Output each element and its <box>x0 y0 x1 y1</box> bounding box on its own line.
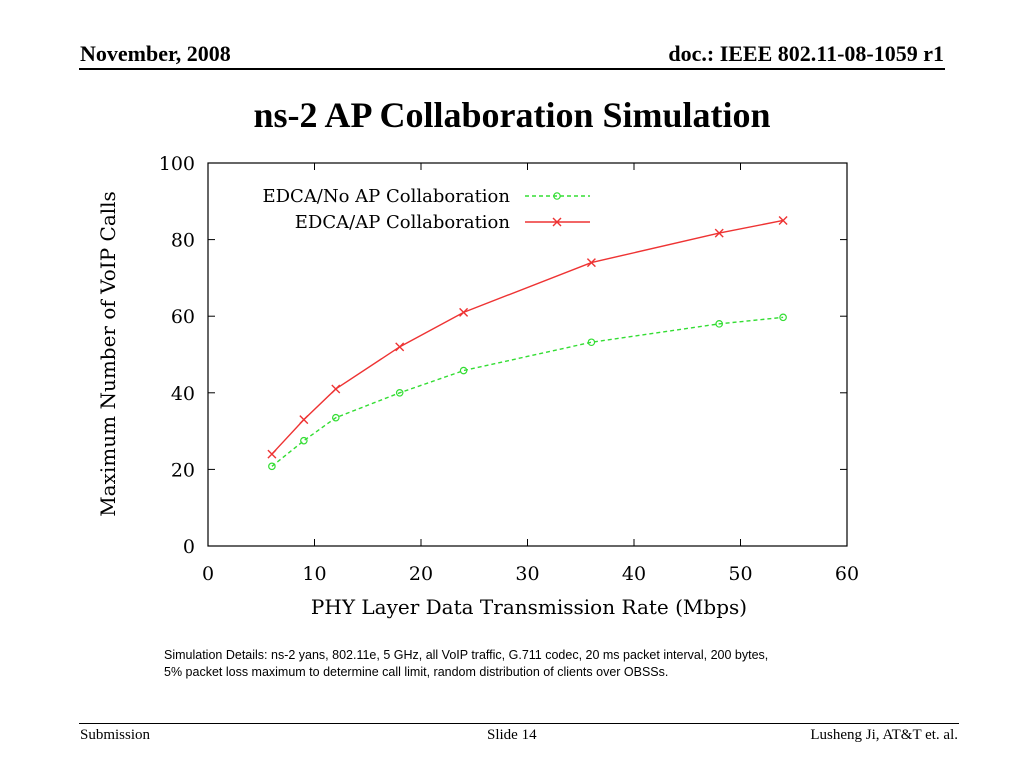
data-point-ap-collaboration <box>395 342 405 352</box>
data-point-ap-collaboration <box>459 307 469 317</box>
slide-title: ns-2 AP Collaboration Simulation <box>253 95 771 135</box>
x-tick-label: 0 <box>202 563 214 585</box>
series-layer <box>267 215 788 471</box>
data-point-no-ap-collaboration <box>268 462 276 471</box>
footer-author: Lusheng Ji, AT&T et. al. <box>810 727 958 743</box>
y-tick-label: 40 <box>171 383 195 405</box>
data-point-ap-collaboration <box>267 449 277 459</box>
series-ap-collaboration <box>267 215 788 459</box>
data-point-no-ap-collaboration <box>300 436 308 445</box>
legend-marker-no-ap-collaboration <box>553 192 561 200</box>
header-date: November, 2008 <box>80 41 231 66</box>
data-point-ap-collaboration <box>714 228 724 238</box>
x-tick-label: 30 <box>515 563 539 585</box>
x-tick-label: 10 <box>302 563 326 585</box>
simulation-caption: Simulation Details: ns-2 yans, 802.11e, … <box>164 647 884 681</box>
header-doc-id: doc.: IEEE 802.11-08-1059 r1 <box>668 41 944 66</box>
x-tick-label: 60 <box>835 563 859 585</box>
x-axis-label: PHY Layer Data Transmission Rate (Mbps) <box>311 595 747 619</box>
header-divider <box>79 68 945 70</box>
y-tick-label: 0 <box>183 536 195 558</box>
footer-submission: Submission <box>80 727 151 743</box>
axis-ticks: 0 10 20 30 40 50 60 0 20 40 60 80 100 <box>159 153 859 585</box>
data-point-ap-collaboration <box>331 384 341 394</box>
data-point-no-ap-collaboration <box>331 413 340 422</box>
data-point-ap-collaboration <box>586 258 596 268</box>
caption-line-1: Simulation Details: ns-2 yans, 802.11e, … <box>164 648 769 662</box>
legend-marker-ap-collaboration <box>552 217 562 227</box>
y-tick-label: 80 <box>171 230 195 252</box>
data-point-no-ap-collaboration <box>779 313 787 322</box>
footer-divider <box>79 723 959 724</box>
y-tick-label: 100 <box>159 153 195 175</box>
data-point-no-ap-collaboration <box>715 320 724 328</box>
legend: EDCA/No AP Collaboration EDCA/AP Collabor… <box>262 186 590 233</box>
legend-label-ap-collaboration: EDCA/AP Collaboration <box>295 212 511 233</box>
legend-label-no-ap-collaboration: EDCA/No AP Collaboration <box>262 186 510 207</box>
y-axis-label: Maximum Number of VoIP Calls <box>96 191 120 517</box>
y-tick-label: 20 <box>171 459 195 481</box>
series-no-ap-collaboration <box>268 313 787 471</box>
x-tick-label: 50 <box>728 563 752 585</box>
x-tick-label: 40 <box>622 563 646 585</box>
caption-line-2: 5% packet loss maximum to determine call… <box>164 665 669 679</box>
data-point-no-ap-collaboration <box>587 338 596 347</box>
x-tick-label: 20 <box>409 563 433 585</box>
y-tick-label: 60 <box>171 306 195 328</box>
series-line-ap-collaboration <box>271 219 784 455</box>
series-line-no-ap-collaboration <box>271 316 784 467</box>
data-point-no-ap-collaboration <box>395 388 404 397</box>
data-point-no-ap-collaboration <box>459 366 468 375</box>
data-point-ap-collaboration <box>299 415 309 425</box>
footer-slide-number: Slide 14 <box>487 727 537 743</box>
data-point-ap-collaboration <box>778 215 788 225</box>
